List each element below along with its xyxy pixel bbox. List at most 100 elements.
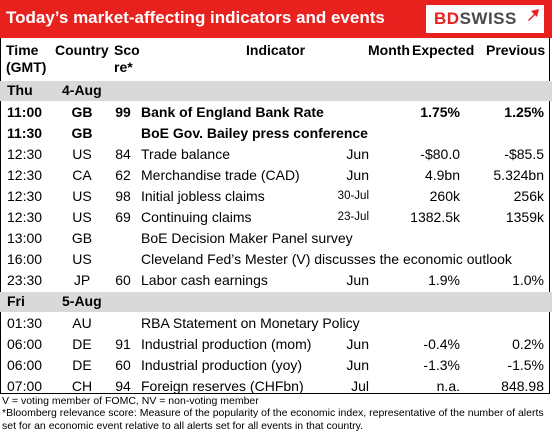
logo-bd: BD: [434, 9, 460, 28]
cell-previous: 1.25%: [504, 104, 544, 120]
cell-previous: 848.98: [501, 378, 544, 394]
cell-score: 84: [115, 146, 131, 162]
cell-country: US: [72, 209, 92, 225]
table-row: 12:30 US 98 Initial jobless claims 30-Jul 260…: [0, 187, 552, 207]
cell-score: 91: [115, 336, 131, 352]
day-row-thu: Thu 4-Aug: [0, 81, 552, 101]
cell-previous: 5.324bn: [493, 167, 544, 183]
table-row: 01:30 AU RBA Statement on Monetary Policy: [0, 314, 552, 334]
cell-indicator: BoE Gov. Bailey press conference: [141, 125, 368, 141]
cell-previous: -1.5%: [507, 357, 544, 373]
cell-indicator: Continuing claims: [141, 209, 252, 225]
cell-time: 12:30: [7, 146, 43, 162]
cell-score: 60: [115, 272, 131, 288]
cell-month: Jun: [346, 336, 369, 352]
cell-country: CH: [71, 378, 93, 394]
table-row: 12:30 US 69 Continuing claims 23-Jul 1382.5k 1…: [0, 208, 552, 228]
cell-expected: 1382.5k: [410, 209, 460, 225]
cell-month: 30-Jul: [337, 190, 369, 202]
footnote-score: *Bloomberg relevance score: Measure of t…: [2, 407, 544, 432]
day-name: Thu: [7, 82, 33, 98]
cell-expected: -0.4%: [423, 336, 460, 352]
cell-country: US: [72, 251, 92, 267]
title-bar: Today’s market-affecting indicators and …: [0, 0, 552, 38]
cell-country: GB: [71, 230, 93, 246]
cell-time: 01:30: [7, 315, 43, 331]
cell-time: 23:30: [7, 272, 43, 288]
header-score-2: re*: [114, 59, 133, 75]
table-row: 06:00 DE 91 Industrial production (mom) Jun -…: [0, 335, 552, 355]
cell-previous: 0.2%: [512, 336, 544, 352]
logo-arrow-icon: [528, 9, 539, 21]
header-expected: Expected: [412, 42, 475, 58]
cell-previous: 1359k: [505, 209, 544, 225]
cell-time: 13:00: [7, 230, 43, 246]
header-time-gmt: (GMT): [6, 59, 47, 75]
cell-expected: 1.75%: [420, 104, 460, 120]
cell-time: 12:30: [7, 209, 43, 225]
page-title: Today’s market-affecting indicators and …: [6, 8, 385, 27]
cell-indicator: Trade balance: [141, 146, 230, 162]
table-row: 11:30 GB BoE Gov. Bailey press conference: [0, 124, 552, 144]
cell-expected: n.a.: [436, 378, 460, 394]
table-row: 23:30 JP 60 Labor cash earnings Jun 1.9% 1.0%: [0, 271, 552, 291]
cell-time: 11:00: [7, 104, 43, 120]
table-row: 13:00 GB BoE Decision Maker Panel survey: [0, 229, 552, 249]
cell-score: 99: [115, 104, 131, 120]
table-row: 07:00 CH 94 Foreign reserves (CHFbn) Jul n.a.…: [0, 377, 552, 397]
cell-country: US: [72, 188, 92, 204]
cell-indicator: Bank of England Bank Rate: [141, 104, 324, 120]
cell-country: US: [72, 146, 92, 162]
cell-time: 16:00: [7, 251, 43, 267]
header-country: Country: [55, 42, 109, 58]
cell-time: 12:30: [7, 167, 43, 183]
cell-indicator: BoE Decision Maker Panel survey: [141, 230, 353, 246]
cell-previous: -$85.5: [504, 146, 544, 162]
cell-expected: 1.9%: [428, 272, 460, 288]
cell-expected: -1.3%: [423, 357, 460, 373]
day-date: 4-Aug: [62, 82, 102, 98]
cell-country: CA: [72, 167, 92, 183]
cell-country: DE: [72, 336, 92, 352]
table-row: 12:30 CA 62 Merchandise trade (CAD) Jun 4.9bn…: [0, 166, 552, 186]
day-row-fri: Fri 5-Aug: [0, 292, 552, 312]
cell-time: 11:30: [7, 125, 43, 141]
header-indicator: Indicator: [246, 42, 306, 58]
cell-indicator: Industrial production (mom): [141, 336, 312, 352]
cell-country: GB: [71, 125, 93, 141]
logo-swiss: SWISS: [459, 9, 517, 28]
cell-time: 06:00: [7, 357, 43, 373]
cell-indicator: Initial jobless claims: [141, 188, 265, 204]
cell-expected: 260k: [429, 188, 460, 204]
cell-country: JP: [73, 272, 91, 288]
cell-expected: 4.9bn: [424, 167, 460, 183]
cell-country: AU: [72, 315, 92, 331]
bdswiss-logo: BDSWISS: [426, 5, 544, 33]
day-date: 5-Aug: [62, 293, 102, 309]
cell-time: 12:30: [7, 188, 43, 204]
table-row: 12:30 US 84 Trade balance Jun -$80.0 -$85.5: [0, 145, 552, 165]
cell-score: 60: [115, 357, 131, 373]
header-score: Sco: [114, 42, 140, 58]
header-time: Time: [6, 42, 39, 58]
cell-month: Jun: [346, 272, 369, 288]
cell-indicator: Merchandise trade (CAD): [141, 167, 300, 183]
cell-previous: 1.0%: [512, 272, 544, 288]
cell-score: 94: [115, 378, 131, 394]
table-row: 06:00 DE 60 Industrial production (yoy) Jun -…: [0, 356, 552, 376]
cell-country: GB: [71, 104, 93, 120]
day-name: Fri: [7, 293, 25, 309]
cell-indicator: Foreign reserves (CHFbn): [141, 378, 304, 394]
cell-time: 06:00: [7, 336, 43, 352]
cell-month: Jul: [351, 378, 369, 394]
cell-score: 62: [115, 167, 131, 183]
cell-time: 07:00: [7, 378, 43, 394]
cell-month: Jun: [346, 357, 369, 373]
cell-month: Jun: [346, 167, 369, 183]
cell-expected: -$80.0: [420, 146, 460, 162]
cell-indicator: Industrial production (yoy): [141, 357, 303, 373]
cell-indicator: RBA Statement on Monetary Policy: [141, 315, 360, 331]
cell-score: 69: [115, 209, 131, 225]
column-headers: Time (GMT) Country Sco re* Indicator Mon…: [0, 38, 552, 78]
table-row: 16:00 US Cleveland Fed’s Mester (V) discus…: [0, 250, 552, 270]
